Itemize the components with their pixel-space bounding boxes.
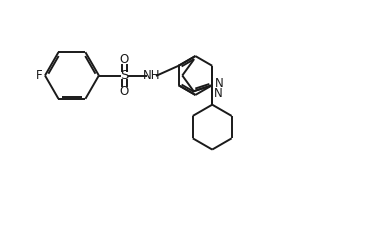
Text: O: O [120, 85, 129, 98]
Text: O: O [120, 53, 129, 66]
Text: NH: NH [142, 69, 160, 82]
Text: F: F [36, 69, 43, 82]
Text: S: S [120, 69, 128, 82]
Text: N: N [214, 87, 223, 100]
Text: N: N [214, 77, 223, 90]
